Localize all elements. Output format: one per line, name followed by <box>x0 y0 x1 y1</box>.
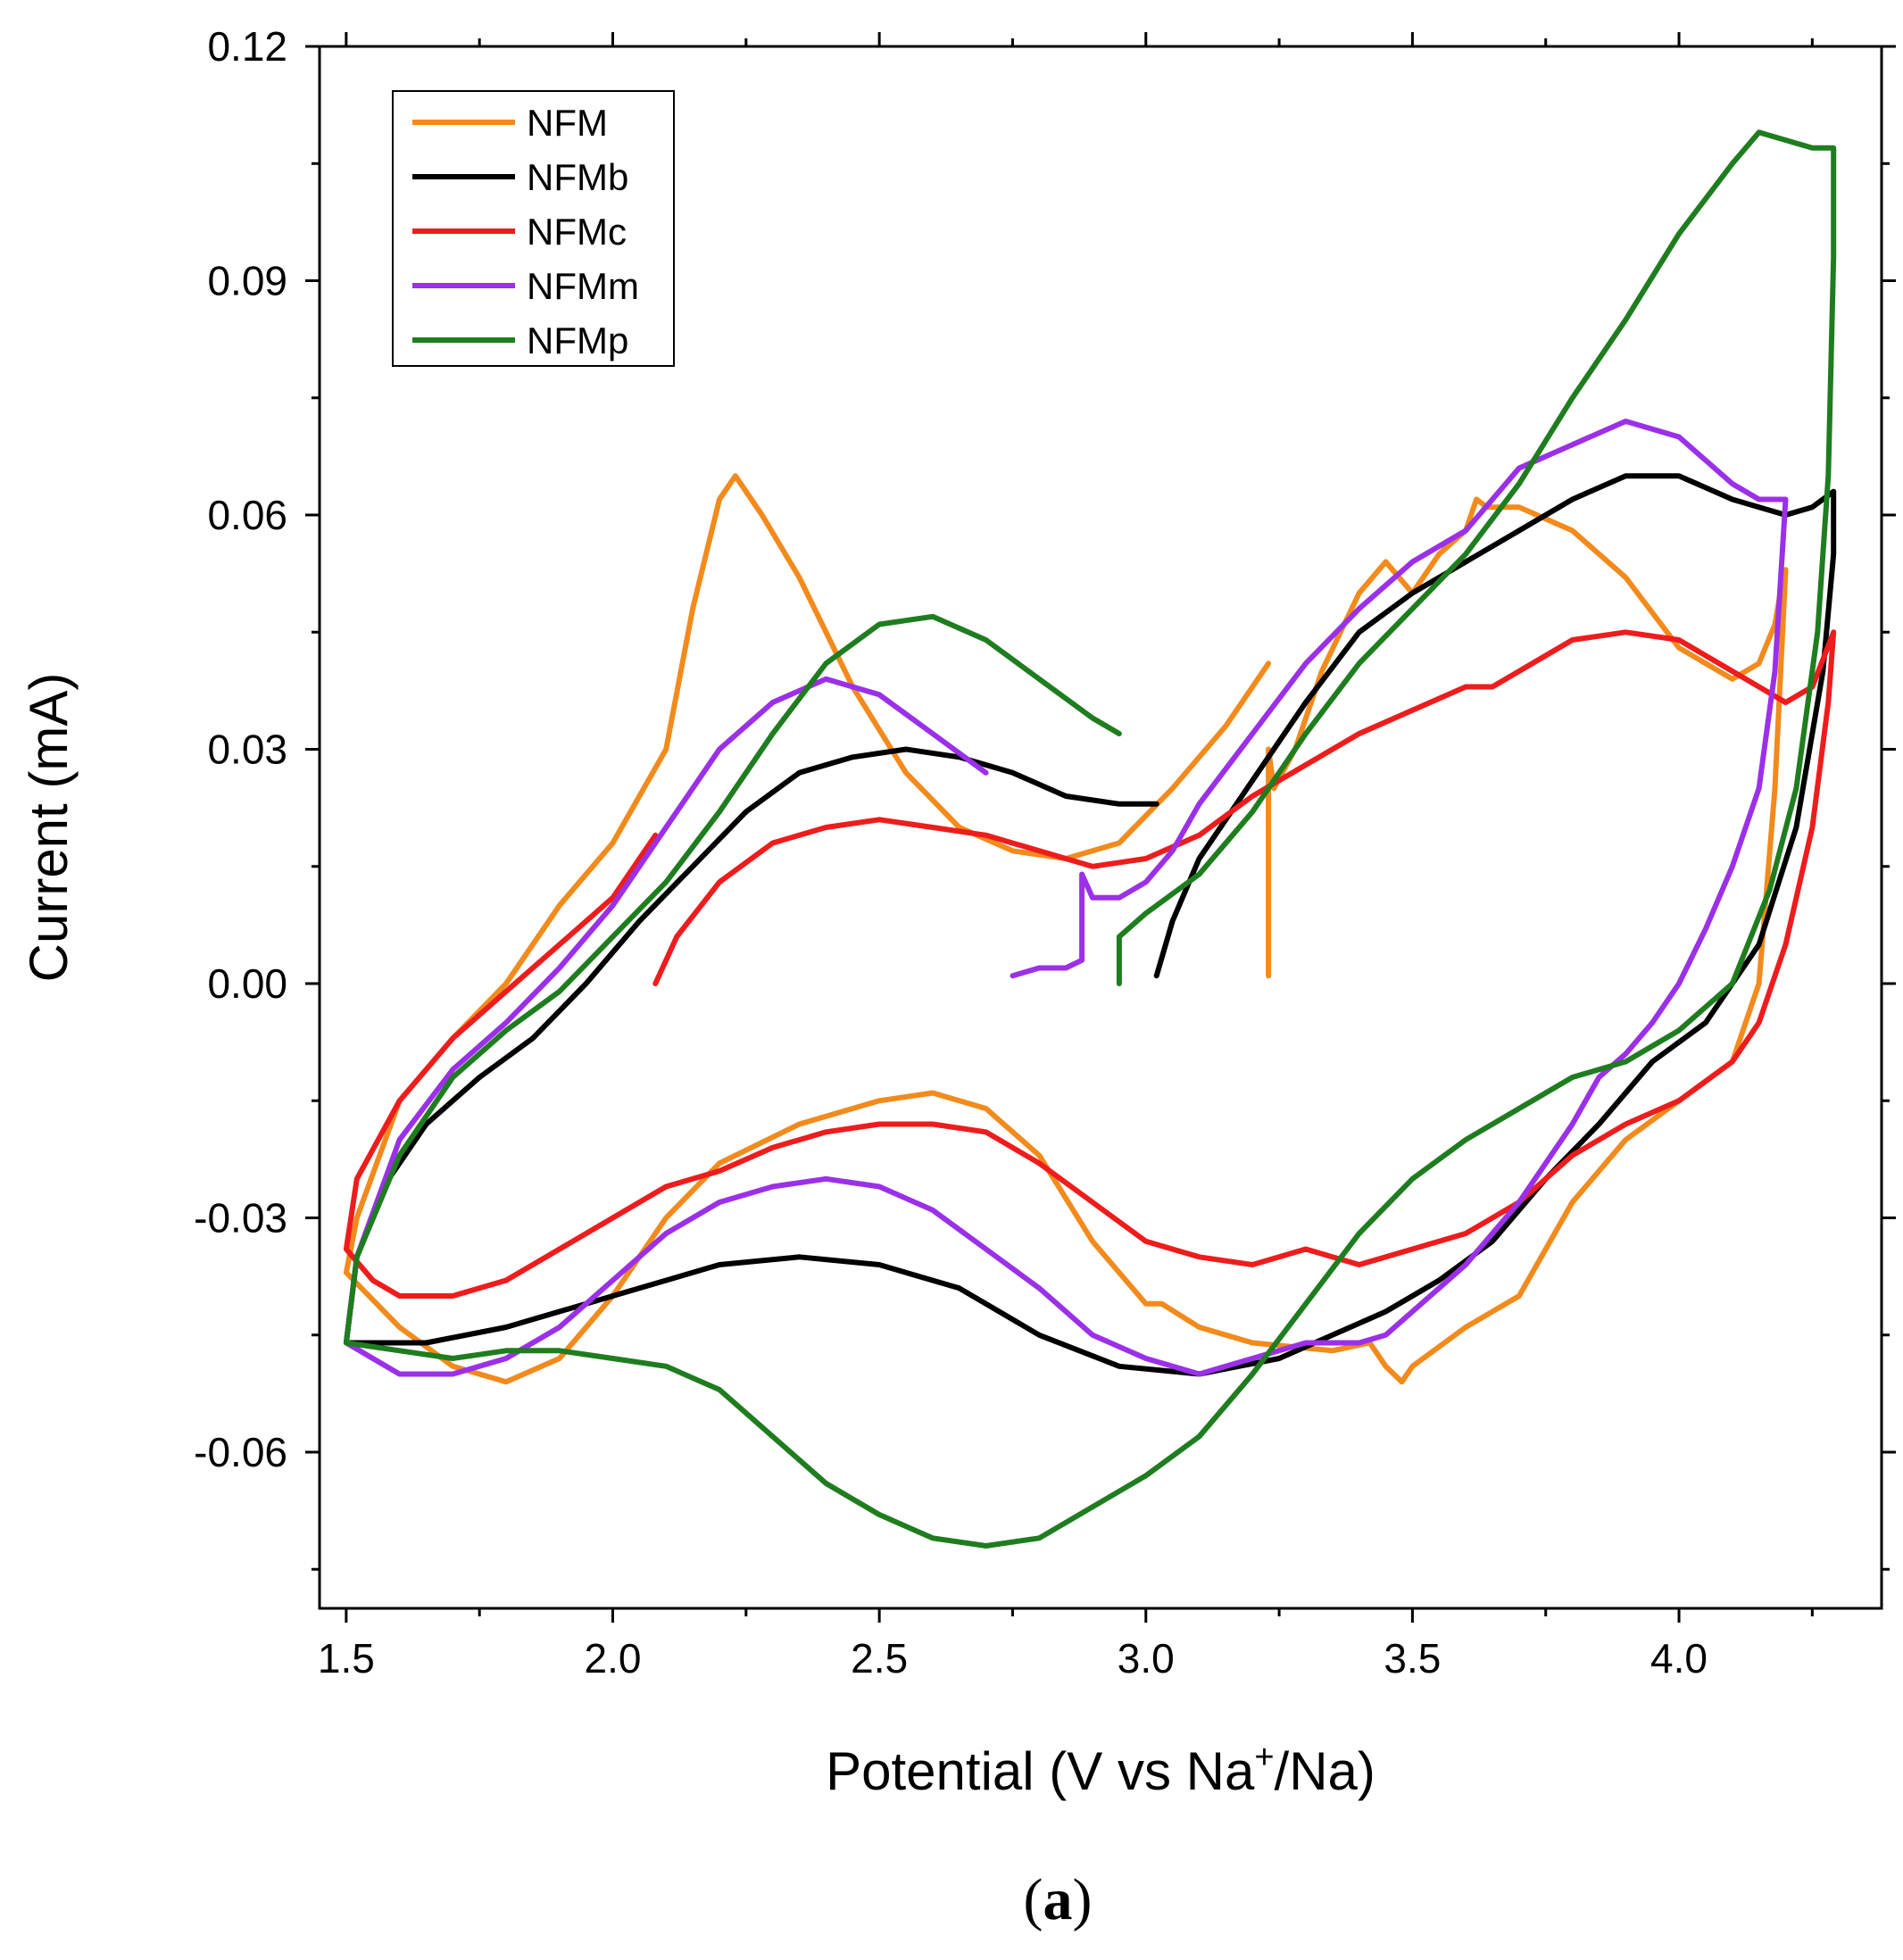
series-layer <box>343 129 1837 1549</box>
x-axis-title-main: Potential (V vs Na <box>826 1741 1255 1801</box>
legend-label-nfmc: NFMc <box>527 211 627 253</box>
y-tick-label: 0.00 <box>207 960 287 1007</box>
x-tick-label: 3.5 <box>1384 1635 1441 1682</box>
legend-items: NFM NFMb NFMc NFMm NFMp <box>412 102 639 361</box>
series-line-nfmm <box>343 419 1789 1377</box>
x-tick-label: 2.5 <box>851 1635 908 1682</box>
y-tick-label: 0.09 <box>207 258 287 304</box>
y-tick-label: 0.12 <box>207 23 287 70</box>
caption-close-paren: ) <box>1073 1867 1093 1932</box>
y-tick-label: 0.06 <box>207 492 287 538</box>
y-tick-label: -0.03 <box>194 1195 287 1242</box>
x-axis-title-superscript: + <box>1254 1739 1274 1776</box>
x-tick-label: 4.0 <box>1650 1635 1708 1682</box>
caption-letter: a <box>1043 1867 1073 1932</box>
series-line-nfm <box>343 473 1789 1385</box>
x-tick-label: 1.5 <box>318 1635 375 1682</box>
caption-open-paren: ( <box>1024 1867 1043 1932</box>
y-tick-label: 0.03 <box>207 727 287 773</box>
x-tick-label: 3.0 <box>1118 1635 1175 1682</box>
series-line-nfmb <box>343 473 1837 1377</box>
legend-label-nfmb: NFMb <box>527 156 628 198</box>
x-axis: 1.5 2.0 2.5 3.0 3.5 4.0 <box>318 32 1814 1682</box>
x-axis-title: Potential (V vs Na+/Na) <box>826 1739 1375 1801</box>
y-axis-title: Current (mA) <box>19 673 79 983</box>
y-axis: -0.06 -0.03 0.00 0.03 0.06 0.09 0.12 <box>194 23 1896 1571</box>
y-tick-label: -0.06 <box>194 1429 287 1475</box>
x-tick-label: 2.0 <box>585 1635 642 1682</box>
legend-label-nfm: NFM <box>527 102 608 144</box>
legend-label-nfmp: NFMp <box>527 320 628 361</box>
figure-caption: (a) <box>1024 1867 1093 1932</box>
legend: NFM NFMb NFMc NFMm NFMp <box>392 90 675 367</box>
series-line-nfmc <box>343 629 1837 1299</box>
legend-label-nfmm: NFMm <box>527 265 639 307</box>
series-line-nfmp <box>343 129 1837 1549</box>
x-axis-title-suffix: /Na) <box>1275 1741 1375 1801</box>
plot-frame <box>318 45 1883 1610</box>
